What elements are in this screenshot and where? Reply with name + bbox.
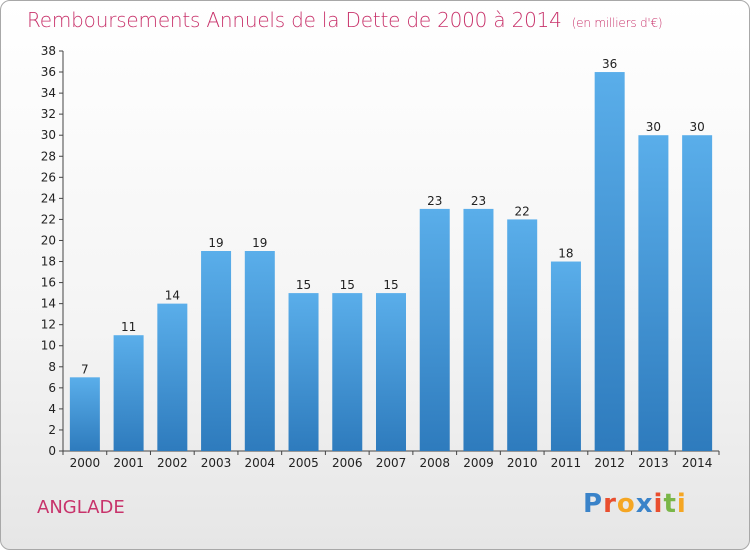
y-tick-label: 14 — [41, 297, 56, 311]
y-tick-label: 32 — [41, 107, 56, 121]
bar — [594, 72, 625, 451]
y-tick-label: 2 — [48, 423, 56, 437]
y-tick-label: 28 — [41, 149, 56, 163]
y-tick-label: 8 — [48, 360, 56, 374]
y-tick-label: 36 — [41, 65, 56, 79]
x-tick-label: 2014 — [682, 456, 713, 470]
y-tick-label: 18 — [41, 255, 56, 269]
x-tick-label: 2007 — [376, 456, 407, 470]
bar — [157, 303, 188, 451]
logo-letter: o — [616, 489, 636, 519]
bar — [113, 335, 144, 451]
bar — [288, 293, 319, 451]
y-tick-label: 12 — [41, 318, 56, 332]
bar — [376, 293, 406, 451]
x-tick-label: 2000 — [70, 456, 101, 470]
data-label: 30 — [689, 120, 704, 134]
title-text: Remboursements Annuels de la Dette de 20… — [27, 8, 562, 32]
bar — [682, 135, 713, 452]
y-tick-label: 10 — [41, 339, 56, 353]
x-tick-label: 2011 — [551, 456, 582, 470]
commune-name: ANGLADE — [37, 497, 125, 518]
data-label: 19 — [208, 236, 223, 250]
x-tick-label: 2012 — [594, 456, 625, 470]
y-tick-label: 26 — [41, 170, 56, 184]
x-tick-label: 2003 — [201, 456, 232, 470]
bar — [419, 208, 450, 451]
bar — [69, 377, 100, 451]
data-label: 15 — [340, 278, 355, 292]
y-tick-label: 34 — [41, 86, 56, 100]
chart-title: Remboursements Annuels de la Dette de 20… — [27, 8, 663, 32]
x-tick-label: 2006 — [332, 456, 363, 470]
y-tick-label: 4 — [48, 402, 56, 416]
data-label: 15 — [296, 278, 311, 292]
y-tick-label: 30 — [41, 128, 56, 142]
logo-letter: P — [583, 489, 604, 519]
logo-letter: r — [603, 489, 617, 519]
bars — [69, 72, 713, 452]
proxiti-logo: Proxiti — [583, 489, 687, 519]
data-label: 18 — [558, 247, 573, 261]
logo-letter: x — [635, 489, 654, 519]
bar — [463, 208, 494, 451]
data-label: 30 — [646, 120, 661, 134]
x-tick-label: 2013 — [638, 456, 669, 470]
data-label: 15 — [383, 278, 398, 292]
x-tick-label: 2004 — [245, 456, 276, 470]
x-tick-label: 2008 — [419, 456, 450, 470]
y-tick-label: 24 — [41, 191, 56, 205]
data-label: 36 — [602, 57, 617, 71]
y-tick-label: 38 — [41, 44, 56, 58]
y-tick-label: 6 — [48, 381, 56, 395]
x-tick-label: 2005 — [288, 456, 319, 470]
data-label: 19 — [252, 236, 267, 250]
y-tick-label: 20 — [41, 233, 56, 247]
bar — [332, 293, 363, 451]
labels: 2000 7 2001 11 2002 14 2003 19 2004 19 2005 15 2006 1… — [70, 57, 713, 470]
bar — [507, 219, 538, 451]
unit-label: (en milliers d'€) — [571, 16, 663, 30]
logo-letter: i — [676, 489, 687, 519]
data-label: 23 — [427, 194, 442, 208]
bar — [201, 251, 232, 451]
y-tick-label: 16 — [41, 276, 56, 290]
data-label: 7 — [81, 362, 89, 376]
data-label: 22 — [515, 204, 530, 218]
bar — [244, 251, 275, 451]
data-label: 23 — [471, 194, 486, 208]
x-tick-label: 2001 — [113, 456, 144, 470]
x-tick-label: 2010 — [507, 456, 538, 470]
bar — [550, 261, 581, 451]
bar — [638, 135, 669, 452]
logo-letter: t — [663, 489, 677, 519]
logo-letter: i — [653, 489, 664, 519]
x-tick-label: 2002 — [157, 456, 188, 470]
data-label: 11 — [121, 320, 136, 334]
y-tick-label: 22 — [41, 212, 56, 226]
data-label: 14 — [165, 289, 180, 303]
x-tick-label: 2009 — [463, 456, 494, 470]
y-tick-label: 0 — [48, 444, 56, 458]
